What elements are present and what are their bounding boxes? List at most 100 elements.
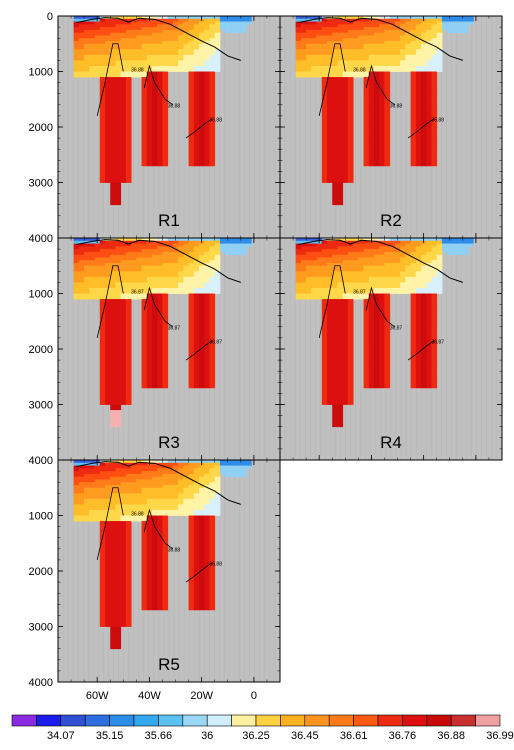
salinity-cell	[120, 360, 127, 367]
colorbar-label: 36.45	[291, 730, 319, 742]
salinity-cell	[337, 88, 344, 95]
salinity-cell	[125, 149, 132, 156]
salinity-cell	[209, 515, 216, 522]
salinity-cell	[193, 287, 200, 294]
salinity-cell	[426, 254, 432, 258]
colorbar-label: 35.66	[145, 730, 173, 742]
salinity-cell	[115, 287, 122, 294]
salinity-cell	[115, 299, 122, 305]
salinity-cell	[327, 332, 333, 339]
salinity-cell	[379, 54, 385, 61]
salinity-cell	[405, 65, 411, 72]
salinity-cell	[363, 16, 370, 20]
salinity-cell	[347, 365, 354, 372]
salinity-cell	[379, 243, 385, 247]
salinity-cell	[410, 88, 417, 95]
salinity-cell	[136, 265, 142, 272]
salinity-cell	[120, 293, 127, 300]
salinity-cell	[384, 360, 391, 367]
salinity-cell	[136, 35, 142, 39]
salinity-cell	[368, 276, 375, 283]
salinity-cell	[105, 559, 111, 566]
salinity-cell	[152, 93, 158, 100]
salinity-cell	[146, 587, 153, 594]
salinity-cell	[353, 271, 359, 278]
salinity-cell	[327, 49, 333, 56]
salinity-cell	[115, 349, 122, 355]
salinity-cell	[99, 476, 106, 480]
salinity-cell	[347, 299, 354, 305]
salinity-cell	[110, 582, 116, 589]
salinity-cell	[468, 18, 474, 22]
salinity-cell	[332, 115, 338, 122]
salinity-cell	[379, 304, 385, 311]
salinity-cell	[125, 165, 132, 172]
salinity-cell	[162, 304, 169, 311]
salinity-cell	[394, 282, 401, 289]
salinity-cell	[115, 77, 122, 83]
salinity-cell	[374, 249, 380, 253]
salinity-cell	[141, 537, 148, 544]
salinity-cell	[394, 29, 401, 34]
salinity-cell	[120, 321, 127, 328]
salinity-cell	[193, 240, 200, 244]
salinity-cell	[110, 115, 116, 122]
salinity-cell	[120, 515, 127, 522]
salinity-cell	[436, 65, 443, 72]
salinity-cell	[141, 24, 148, 28]
salinity-cell	[115, 587, 122, 594]
salinity-cell	[162, 548, 169, 555]
contour-line	[185, 562, 213, 583]
salinity-cell	[183, 271, 189, 278]
salinity-cell	[110, 482, 116, 486]
salinity-cell	[131, 265, 137, 272]
salinity-cell	[141, 576, 148, 583]
salinity-cell	[426, 138, 432, 145]
salinity-cell	[353, 251, 359, 256]
salinity-cell	[436, 240, 443, 244]
salinity-cell	[120, 315, 127, 322]
salinity-cell	[332, 65, 338, 72]
salinity-cell	[120, 154, 127, 161]
salinity-cell	[358, 282, 364, 289]
salinity-cell	[94, 293, 101, 300]
salinity-cell	[431, 365, 438, 372]
salinity-cell	[405, 287, 411, 294]
salinity-cell	[415, 29, 422, 34]
salinity-cell	[157, 276, 163, 283]
salinity-cell	[157, 460, 163, 464]
salinity-cell	[162, 565, 169, 572]
salinity-cell	[193, 138, 200, 145]
salinity-cell	[204, 24, 210, 28]
salinity-cell	[105, 93, 111, 100]
salinity-cell	[384, 149, 391, 156]
salinity-cell	[209, 532, 216, 539]
salinity-cell	[131, 498, 137, 505]
salinity-cell	[426, 262, 432, 267]
salinity-cell	[209, 315, 216, 322]
salinity-cell	[146, 315, 153, 322]
salinity-cell	[332, 376, 338, 383]
salinity-cell	[105, 71, 111, 78]
salinity-cell	[125, 498, 132, 505]
salinity-cell	[347, 21, 354, 25]
salinity-cell	[178, 16, 184, 20]
salinity-cell	[141, 29, 148, 34]
salinity-cell	[115, 643, 122, 650]
salinity-cell	[337, 77, 344, 83]
salinity-cell	[162, 559, 169, 566]
salinity-cell	[436, 32, 443, 36]
salinity-cell	[426, 271, 432, 278]
salinity-cell	[193, 304, 200, 311]
salinity-cell	[84, 43, 90, 50]
salinity-cell	[136, 24, 142, 28]
salinity-cell	[94, 65, 101, 72]
salinity-cell	[332, 188, 338, 194]
salinity-cell	[188, 32, 195, 36]
salinity-cell	[146, 343, 153, 350]
salinity-cell	[405, 29, 411, 34]
salinity-cell	[157, 332, 163, 339]
salinity-cell	[431, 160, 438, 167]
salinity-cell	[193, 604, 200, 611]
salinity-cell	[115, 504, 122, 511]
